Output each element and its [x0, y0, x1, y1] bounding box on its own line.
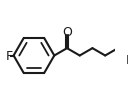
Text: N: N — [126, 53, 128, 66]
Text: F: F — [5, 50, 12, 62]
Text: O: O — [62, 26, 72, 39]
